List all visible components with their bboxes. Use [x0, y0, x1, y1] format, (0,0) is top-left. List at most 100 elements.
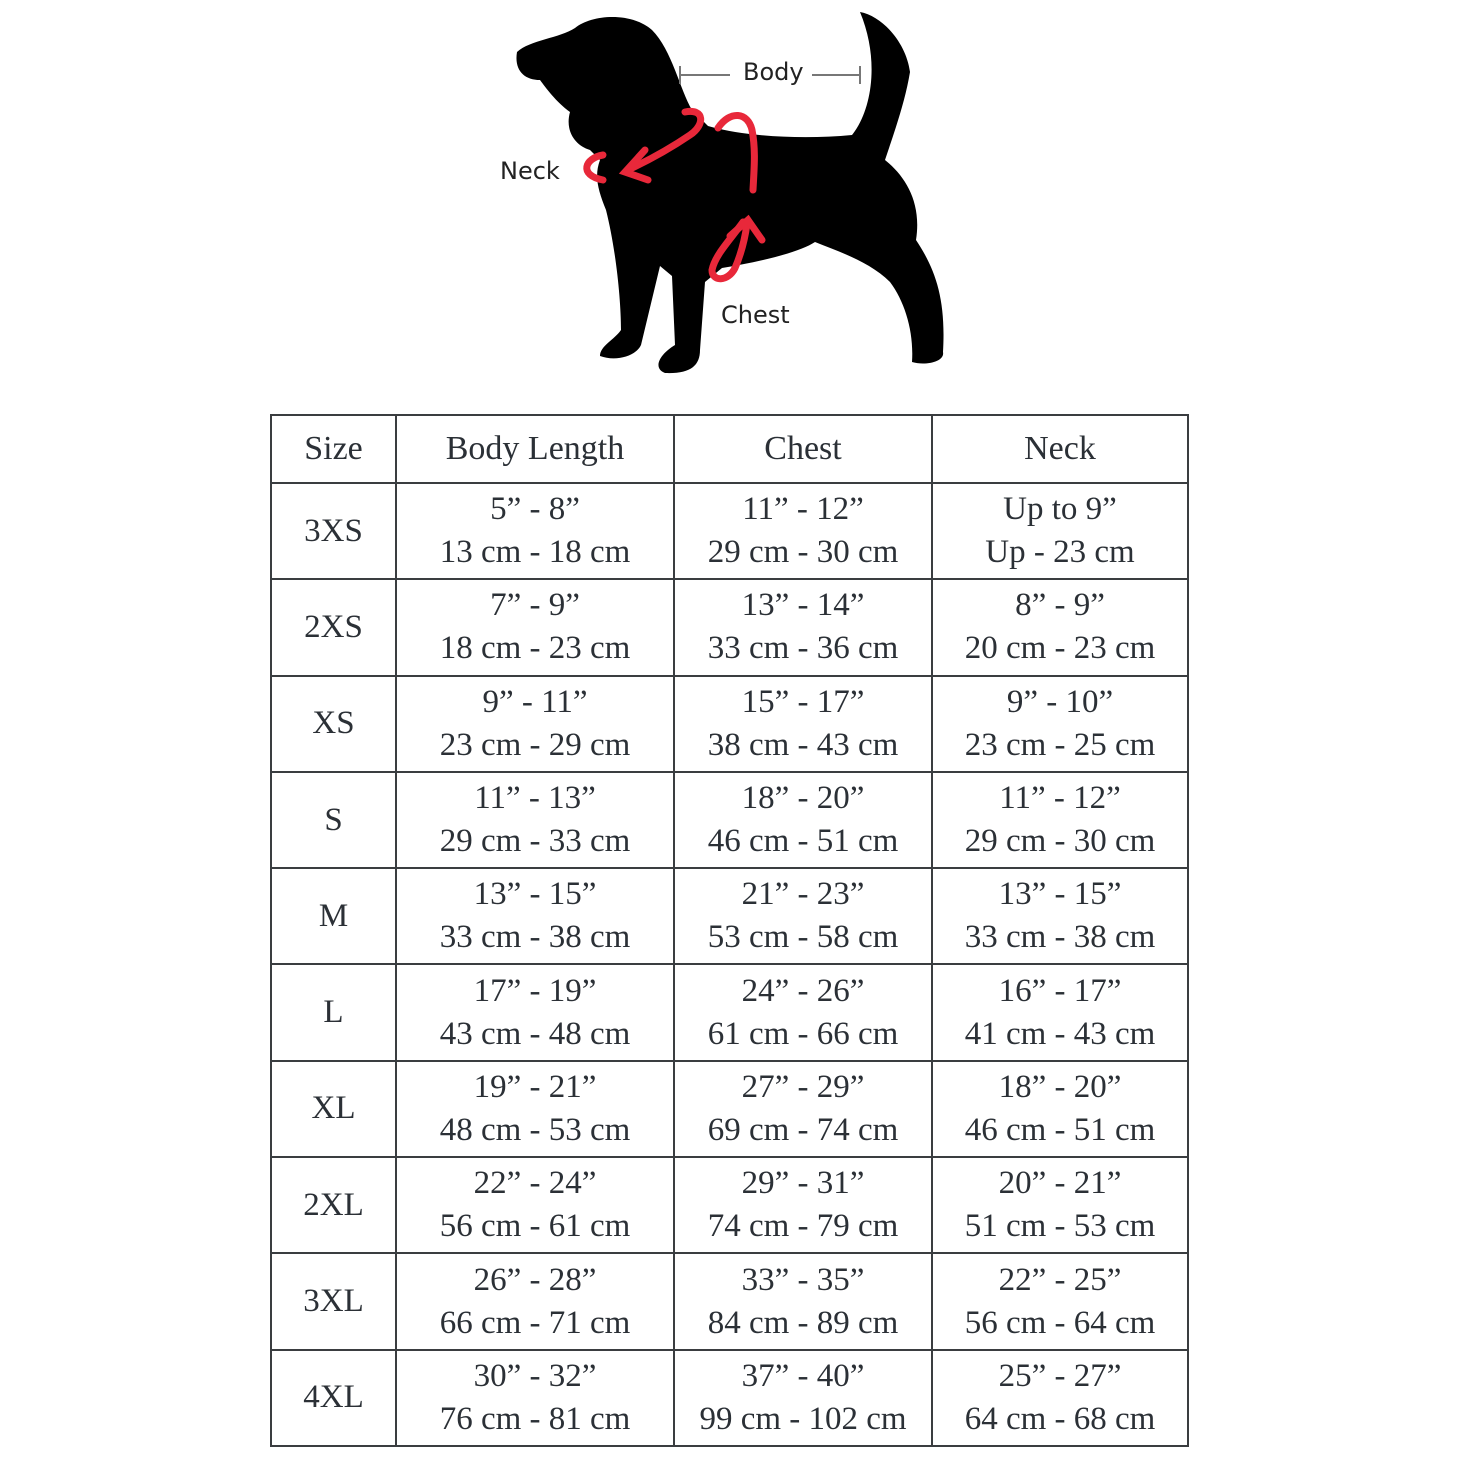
chest-cm: 99 cm - 102 cm	[699, 1400, 907, 1437]
neck-cm: 41 cm - 43 cm	[964, 1015, 1156, 1052]
neck-cell: 13” - 15” 33 cm - 38 cm	[931, 867, 1189, 966]
chest-inches: 11” - 12”	[742, 491, 864, 528]
chest-cm: 38 cm - 43 cm	[707, 726, 899, 763]
table-row: 4XL 30” - 32” 76 cm - 81 cm 37” - 40” 99 cm …	[270, 1348, 1189, 1447]
body-inches: 13” - 15”	[473, 876, 597, 913]
chest-inches: 33” - 35”	[741, 1261, 865, 1298]
body-inches: 9” - 11”	[482, 683, 588, 720]
body-cell: 5” - 8” 13 cm - 18 cm	[395, 481, 675, 581]
chest-cell: 15” - 17” 38 cm - 43 cm	[673, 674, 933, 773]
neck-inches: 11” - 12”	[999, 780, 1121, 817]
neck-cm: 64 cm - 68 cm	[964, 1400, 1156, 1437]
size-cell: 3XS	[270, 481, 397, 581]
neck-cell: 9” - 10” 23 cm - 25 cm	[931, 674, 1189, 773]
neck-cell: 8” - 9” 20 cm - 23 cm	[931, 578, 1189, 677]
neck-cm: 56 cm - 64 cm	[964, 1304, 1156, 1341]
body-cm: 13 cm - 18 cm	[439, 534, 631, 571]
neck-cm: 20 cm - 23 cm	[964, 630, 1156, 667]
neck-inches: 22” - 25”	[998, 1261, 1122, 1298]
neck-inches: 25” - 27”	[998, 1357, 1122, 1394]
chest-inches: 21” - 23”	[741, 876, 865, 913]
chest-inches: 29” - 31”	[741, 1165, 865, 1202]
body-measure-line	[679, 66, 861, 84]
body-cm: 29 cm - 33 cm	[439, 823, 631, 860]
body-cm: 56 cm - 61 cm	[439, 1208, 631, 1245]
chest-cell: 24” - 26” 61 cm - 66 cm	[673, 963, 933, 1062]
body-cm: 33 cm - 38 cm	[439, 919, 631, 956]
header-body-length: Body Length	[395, 414, 675, 484]
neck-cm: 33 cm - 38 cm	[964, 919, 1156, 956]
chest-cell: 18” - 20” 46 cm - 51 cm	[673, 770, 933, 870]
neck-inches: 9” - 10”	[1006, 683, 1114, 720]
size-cell: XS	[270, 674, 397, 773]
neck-cell: 25” - 27” 64 cm - 68 cm	[931, 1348, 1189, 1447]
chest-inches: 27” - 29”	[741, 1068, 865, 1105]
neck-inches: 20” - 21”	[998, 1165, 1122, 1202]
body-inches: 26” - 28”	[473, 1261, 597, 1298]
chest-cm: 74 cm - 79 cm	[707, 1208, 899, 1245]
chest-cell: 27” - 29” 69 cm - 74 cm	[673, 1059, 933, 1159]
body-cm: 66 cm - 71 cm	[439, 1304, 631, 1341]
neck-cm: 29 cm - 30 cm	[964, 823, 1156, 860]
body-inches: 30” - 32”	[473, 1357, 597, 1394]
dog-silhouette	[516, 12, 944, 374]
chest-inches: 37” - 40”	[741, 1357, 865, 1394]
chest-cm: 29 cm - 30 cm	[707, 534, 899, 571]
table-row: 2XL 22” - 24” 56 cm - 61 cm 29” - 31” 74 cm …	[270, 1156, 1189, 1255]
size-cell: L	[270, 963, 397, 1062]
neck-cell: 11” - 12” 29 cm - 30 cm	[931, 770, 1189, 870]
body-inches: 19” - 21”	[473, 1068, 597, 1105]
neck-inches: Up to 9”	[1003, 491, 1117, 528]
size-cell: XL	[270, 1059, 397, 1159]
neck-measure-arrow	[583, 107, 705, 184]
body-inches: 5” - 8”	[490, 491, 580, 528]
chest-cm: 33 cm - 36 cm	[707, 630, 899, 667]
body-cm: 43 cm - 48 cm	[439, 1015, 631, 1052]
body-cm: 23 cm - 29 cm	[439, 726, 631, 763]
body-inches: 7” - 9”	[490, 587, 580, 624]
neck-cm: Up - 23 cm	[985, 534, 1135, 571]
chest-measure-arrow	[708, 112, 766, 283]
chest-inches: 24” - 26”	[741, 972, 865, 1009]
chest-label: Chest	[721, 301, 790, 329]
table-row: L 17” - 19” 43 cm - 48 cm 24” - 26” 61 cm - …	[270, 963, 1189, 1062]
chest-cell: 13” - 14” 33 cm - 36 cm	[673, 578, 933, 677]
body-cell: 30” - 32” 76 cm - 81 cm	[395, 1348, 675, 1447]
size-cell: 3XL	[270, 1252, 397, 1351]
body-inches: 17” - 19”	[473, 972, 597, 1009]
header-neck: Neck	[931, 414, 1189, 484]
chest-cm: 53 cm - 58 cm	[707, 919, 899, 956]
neck-inches: 18” - 20”	[998, 1068, 1122, 1105]
neck-cm: 51 cm - 53 cm	[964, 1208, 1156, 1245]
body-cell: 13” - 15” 33 cm - 38 cm	[395, 867, 675, 966]
table-header-row: Size Body Length Chest Neck	[270, 414, 1189, 484]
neck-cell: 16” - 17” 41 cm - 43 cm	[931, 963, 1189, 1062]
body-cell: 26” - 28” 66 cm - 71 cm	[395, 1252, 675, 1351]
chest-inches: 15” - 17”	[741, 683, 865, 720]
chest-inches: 18” - 20”	[741, 780, 865, 817]
table-row: M 13” - 15” 33 cm - 38 cm 21” - 23” 53 cm - …	[270, 867, 1189, 966]
chest-cm: 69 cm - 74 cm	[707, 1111, 899, 1148]
body-inches: 22” - 24”	[473, 1165, 597, 1202]
chest-cell: 21” - 23” 53 cm - 58 cm	[673, 867, 933, 966]
neck-cell: 18” - 20” 46 cm - 51 cm	[931, 1059, 1189, 1159]
table-row: 3XL 26” - 28” 66 cm - 71 cm 33” - 35” 84 cm …	[270, 1252, 1189, 1351]
neck-cell: 22” - 25” 56 cm - 64 cm	[931, 1252, 1189, 1351]
body-cm: 48 cm - 53 cm	[439, 1111, 631, 1148]
table-row: XS 9” - 11” 23 cm - 29 cm 15” - 17” 38 cm - …	[270, 674, 1189, 773]
chest-cm: 61 cm - 66 cm	[707, 1015, 899, 1052]
body-cell: 17” - 19” 43 cm - 48 cm	[395, 963, 675, 1062]
size-cell: S	[270, 770, 397, 870]
size-cell: 4XL	[270, 1348, 397, 1447]
body-inches: 11” - 13”	[474, 780, 596, 817]
size-cell: 2XL	[270, 1156, 397, 1255]
chest-cm: 84 cm - 89 cm	[707, 1304, 899, 1341]
chest-cm: 46 cm - 51 cm	[707, 823, 899, 860]
size-chart-table: Size Body Length Chest Neck 3XS 5” - 8” 13…	[270, 414, 1189, 1447]
dog-measurement-diagram	[516, 12, 944, 374]
chest-inches: 13” - 14”	[741, 587, 865, 624]
neck-cm: 23 cm - 25 cm	[964, 726, 1156, 763]
neck-cm: 46 cm - 51 cm	[964, 1111, 1156, 1148]
neck-inches: 16” - 17”	[998, 972, 1122, 1009]
body-cm: 18 cm - 23 cm	[439, 630, 631, 667]
